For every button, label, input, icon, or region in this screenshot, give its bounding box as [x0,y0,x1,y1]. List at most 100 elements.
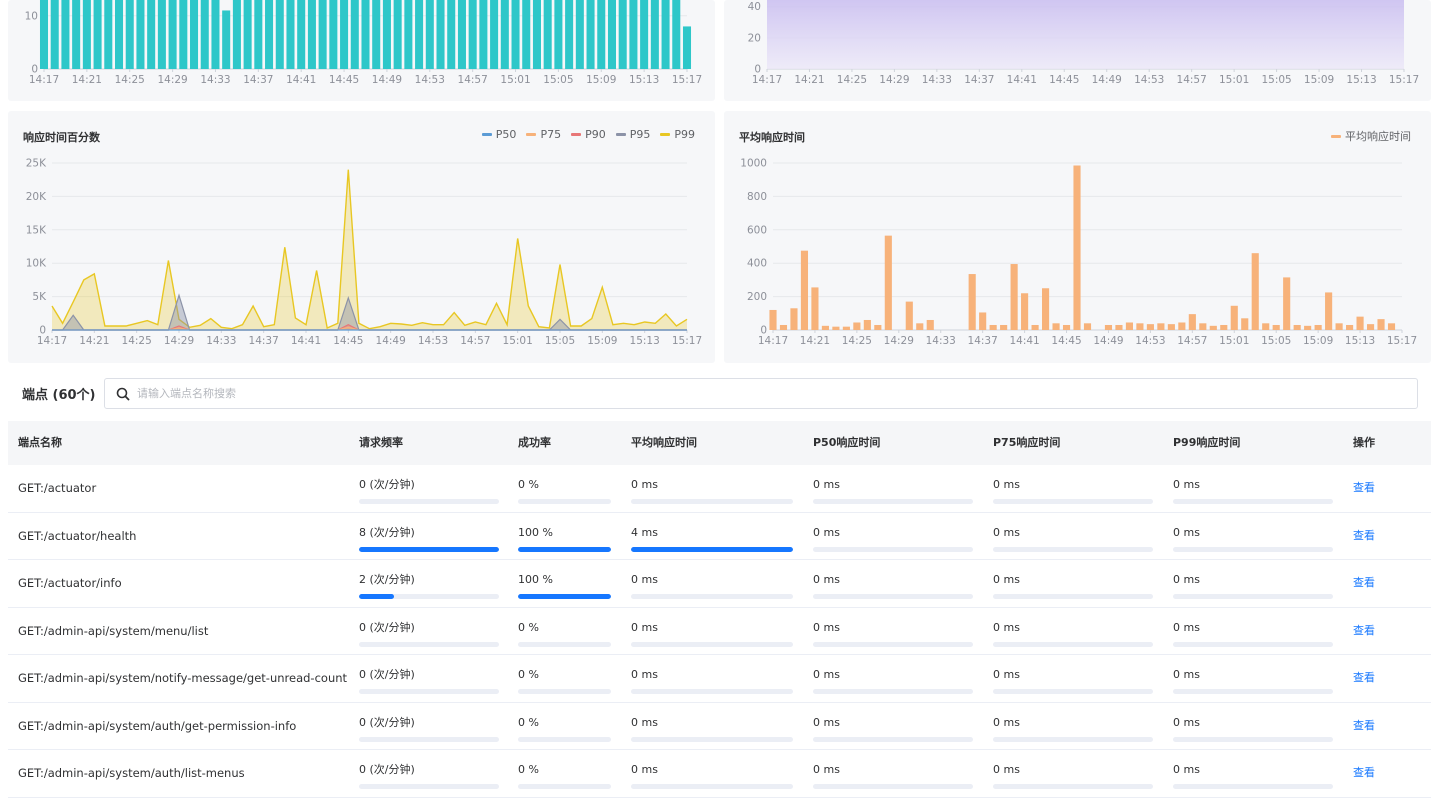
x-tick-label: 14:45 [1049,74,1079,86]
progress-bar [359,736,499,742]
metric-value: 0 ms [631,573,658,586]
table-row: GET:/actuator/health 8 (次/分钟) 100 % 4 ms 0 m… [8,512,1431,560]
request-rate-bar [575,0,584,70]
request-rate-bar [125,0,134,69]
legend-swatch [481,133,492,136]
x-tick-label: 14:41 [1007,74,1037,86]
avg-response-bar [790,308,798,330]
column-header: 平均响应时间 [631,436,697,449]
x-tick-label: 15:09 [587,335,617,347]
y-tick-label: 1000 [740,158,767,170]
request-rate-bar [350,0,359,69]
avg-response-bar [979,312,987,330]
legend-item-p95[interactable]: P95 [615,128,650,141]
legend-item-p90[interactable]: P90 [571,128,606,141]
metric-success: 0 % [518,762,611,789]
request-rate-bar [82,0,91,69]
progress-bar [518,784,611,789]
progress-bar [631,736,793,742]
legend-swatch [615,133,626,136]
x-tick-label: 14:53 [1134,74,1164,86]
metric-p50: 0 ms [813,572,973,599]
metric-p99: 0 ms [1173,667,1333,694]
x-tick-label: 14:21 [79,335,109,347]
request-rate-bar [554,0,563,69]
y-tick-label: 25K [26,158,47,170]
y-tick-label: 0 [31,64,38,76]
request-rate-bar [565,0,574,69]
metric-success: 0 % [518,620,611,647]
table-row: GET:/actuator 0 (次/分钟) 0 % 0 ms 0 ms 0 ms 0 ms… [8,465,1431,513]
progress-bar [993,689,1153,694]
column-header: 请求频率 [359,436,403,449]
x-tick-label: 14:33 [206,335,236,347]
x-tick-label: 15:13 [629,74,659,86]
x-tick-label: 14:29 [164,335,194,347]
progress-bar-fill [518,594,611,599]
view-button[interactable]: 查看 [1353,718,1375,732]
request-rate-bar [190,0,199,69]
request-rate-bar [136,0,145,69]
metric-value: 0 ms [993,573,1020,586]
request-rate-bar [361,0,370,69]
avg-response-bar [1042,288,1050,330]
legend-item-avg-response[interactable]: 平均响应时间 [1331,128,1411,144]
view-button[interactable]: 查看 [1353,528,1375,542]
avg-response-bar [1262,323,1270,330]
view-button[interactable]: 查看 [1353,481,1375,494]
series-line-p99 [51,169,688,330]
request-rate-bar [468,0,477,69]
legend-label: P90 [585,128,606,141]
x-tick-label: 15:17 [1387,335,1417,347]
x-tick-label: 14:41 [1009,335,1039,347]
request-rate-bar [382,0,391,69]
x-tick-label: 14:53 [1135,335,1165,347]
request-rate-bar [490,0,499,69]
endpoint-search-box[interactable] [104,378,1418,409]
endpoint-name: GET:/admin-api/system/auth/get-permissio… [18,718,297,733]
progress-bar [631,499,793,504]
avg-response-bar [821,325,829,330]
y-tick-label: 10 [25,10,38,22]
x-tick-label: 15:01 [1219,74,1249,86]
progress-bar [518,641,611,647]
metric-rate: 0 (次/分钟) [359,620,499,647]
metric-value: 0 ms [813,525,840,539]
metric-p75: 0 ms [993,762,1153,789]
avg-response-bar [1272,324,1280,330]
legend-item-p75[interactable]: P75 [526,128,561,141]
x-tick-label: 15:01 [500,74,530,86]
view-button[interactable]: 查看 [1353,576,1375,589]
avg-response-bar [1304,325,1312,330]
avg-response-chart-legend: 平均响应时间 [1331,128,1411,144]
legend-label: 平均响应时间 [1345,130,1411,143]
search-icon [116,387,130,400]
x-tick-label: 14:21 [72,74,102,86]
metric-value: 0 (次/分钟) [359,668,415,681]
view-button[interactable]: 查看 [1353,623,1375,637]
avg-response-bar [800,250,809,330]
series-area-p99 [52,169,687,330]
metric-success: 100 % [518,572,611,599]
metric-p50: 0 ms [813,525,973,552]
request-rate-bar [318,0,327,69]
metric-p50: 0 ms [813,762,973,789]
request-rate-bar [543,0,552,69]
avg-response-bar [863,319,871,330]
x-tick-label: 14:49 [1093,335,1123,347]
view-button[interactable]: 查看 [1353,766,1375,779]
metric-value: 100 % [518,573,553,586]
y-tick-label: 5K [32,291,47,303]
avg-response-bar [1346,324,1354,330]
progress-bar [359,784,499,789]
view-button[interactable]: 查看 [1353,671,1375,684]
x-tick-label: 15:13 [1345,335,1375,347]
legend-item-p99[interactable]: P99 [660,128,695,141]
x-tick-label: 14:25 [122,335,152,347]
avg-response-bar [1052,323,1060,330]
endpoint-search-input[interactable] [135,386,1339,401]
metric-rate: 0 (次/分钟) [359,477,499,504]
progress-bar [359,499,499,504]
legend-item-p50[interactable]: P50 [481,128,516,141]
y-tick-label: 0 [760,325,767,337]
